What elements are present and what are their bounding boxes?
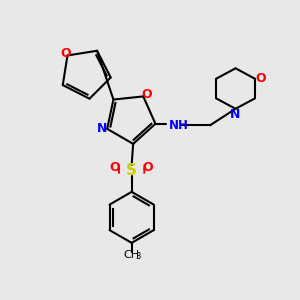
Text: N: N bbox=[97, 122, 107, 135]
Text: NH: NH bbox=[169, 119, 189, 132]
Text: O: O bbox=[110, 161, 121, 174]
Text: O: O bbox=[60, 47, 71, 61]
Text: O: O bbox=[143, 161, 154, 174]
Text: O: O bbox=[142, 88, 152, 101]
Text: O: O bbox=[255, 72, 266, 85]
Text: N: N bbox=[230, 108, 240, 121]
Text: S: S bbox=[126, 164, 137, 178]
Text: CH: CH bbox=[124, 250, 140, 260]
Text: 3: 3 bbox=[136, 253, 141, 262]
